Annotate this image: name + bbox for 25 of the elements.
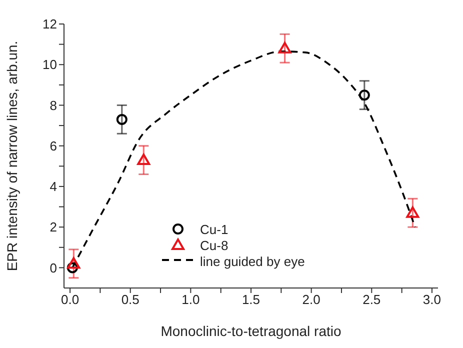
y-tick-label: 6 xyxy=(50,138,57,154)
x-tick-label: 1.0 xyxy=(182,292,200,308)
point xyxy=(358,90,370,101)
y-tick-label: 12 xyxy=(42,16,57,32)
x-tick-label: 3.0 xyxy=(422,292,442,308)
x-tick-label: 1.5 xyxy=(242,292,260,308)
legend-label: line guided by eye xyxy=(200,254,305,268)
point xyxy=(67,257,80,269)
x-tick-label: 2.0 xyxy=(302,292,320,308)
x-tick-label: 2.5 xyxy=(362,292,381,308)
x-tick-label: 0.0 xyxy=(60,292,80,308)
y-tick-label: 4 xyxy=(50,179,57,194)
legend-label: Cu-8 xyxy=(200,238,228,252)
y-axis-title: EPR intensity of narrow lines, arb.un. xyxy=(4,40,20,272)
legend-label: Cu-1 xyxy=(200,222,228,236)
point xyxy=(406,206,420,218)
x-tick-label: 0.5 xyxy=(121,292,140,308)
y-tick-label: 0 xyxy=(50,260,57,276)
point xyxy=(116,114,128,125)
point xyxy=(278,42,292,54)
point xyxy=(137,154,150,166)
y-tick-label: 2 xyxy=(50,220,57,235)
y-tick-label: 8 xyxy=(50,98,57,113)
x-axis-title: Monoclinic-to-tetragonal ratio xyxy=(160,323,342,339)
y-tick-label: 10 xyxy=(42,57,57,72)
